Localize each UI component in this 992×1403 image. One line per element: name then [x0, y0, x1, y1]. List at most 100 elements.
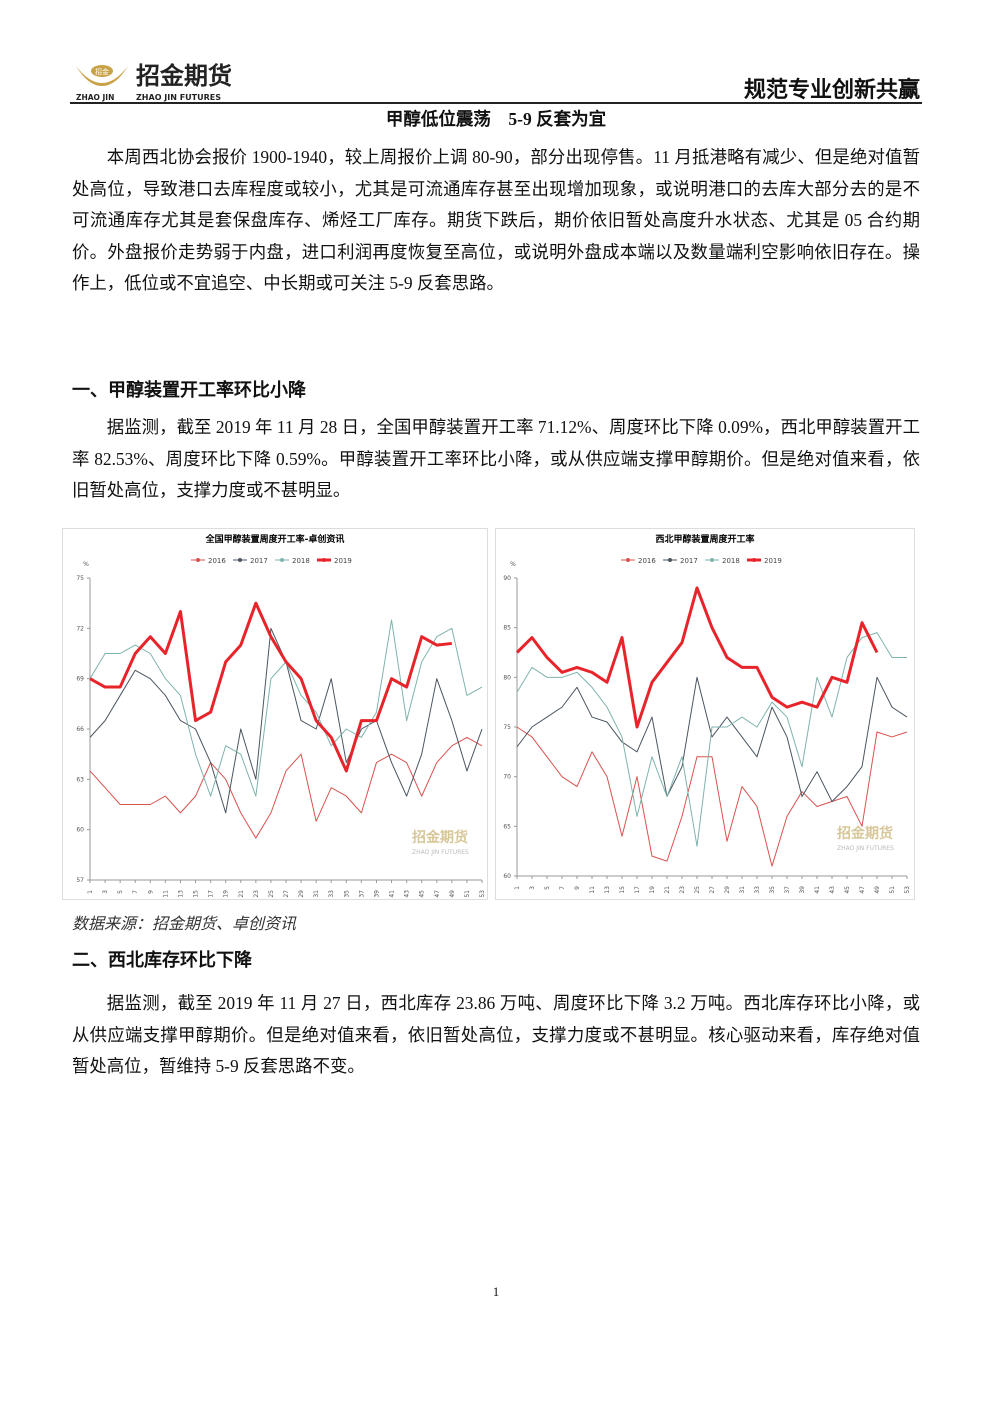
y-tick-label: 85 — [503, 625, 511, 632]
logo-en: ZHAO JIN FUTURES — [136, 93, 221, 102]
x-tick-label: 33 — [754, 886, 761, 894]
y-tick-label: 57 — [76, 877, 84, 884]
legend-dot — [752, 558, 756, 562]
legend-dot — [280, 558, 284, 562]
series-line — [516, 726, 908, 867]
section-heading: 一、甲醇装置开工率环比小降 — [72, 380, 306, 400]
x-tick-label: 53 — [479, 890, 486, 898]
y-unit: % — [83, 561, 89, 568]
series-line — [89, 601, 453, 773]
y-tick-label: 80 — [503, 674, 511, 681]
y-tick-label: 60 — [503, 873, 511, 880]
x-tick-label: 27 — [709, 886, 716, 894]
legend-dot — [196, 558, 200, 562]
x-tick-label: 19 — [649, 886, 656, 894]
x-tick-label: 5 — [544, 886, 551, 890]
x-tick-label: 31 — [739, 886, 746, 894]
y-tick-label: 90 — [503, 575, 511, 582]
y-tick-label: 70 — [503, 774, 511, 781]
x-tick-label: 25 — [694, 886, 701, 894]
x-tick-label: 15 — [193, 890, 200, 898]
chart-title: 西北甲醇装置周度开工率 — [655, 533, 754, 545]
x-tick-label: 15 — [619, 886, 626, 894]
series-line — [515, 586, 879, 729]
x-tick-label: 43 — [829, 886, 836, 894]
logo-graphic: 招金 招金期货 ZHAO JIN ZHAO JIN FUTURES — [76, 61, 232, 102]
x-tick-label: 27 — [283, 890, 290, 898]
x-tick-label: 49 — [874, 886, 881, 894]
x-tick-label: 31 — [313, 890, 320, 898]
source-note: 数据来源：招金期货、卓创资讯 — [72, 916, 297, 933]
x-tick-label: 13 — [177, 890, 184, 898]
header-rule — [70, 102, 922, 104]
x-tick-label: 45 — [419, 890, 426, 898]
doc-title: 甲醇低位震荡 5-9 反套为宜 — [385, 109, 607, 129]
legend-dot — [322, 558, 326, 562]
series-line — [516, 632, 907, 847]
series-line — [89, 736, 483, 839]
series-line — [516, 676, 908, 802]
x-tick-label: 41 — [814, 886, 821, 894]
x-tick-label: 41 — [389, 890, 396, 898]
x-tick-label: 9 — [147, 890, 154, 894]
x-tick-label: 33 — [328, 890, 335, 898]
legend-label: 2017 — [250, 557, 268, 565]
x-tick-label: 17 — [208, 890, 215, 898]
x-tick-label: 25 — [268, 890, 275, 898]
watermark-sub: ZHAO JIN FUTURES — [837, 845, 894, 852]
y-tick-label: 66 — [76, 726, 84, 733]
section-heading: 二、西北库存环比下降 — [72, 950, 252, 970]
x-tick-label: 21 — [664, 886, 671, 894]
slogan: 规范专业创新共赢 — [743, 77, 920, 102]
x-tick-label: 35 — [343, 890, 350, 898]
page-number: 1 — [492, 1284, 500, 1299]
x-tick-label: 21 — [238, 890, 245, 898]
x-tick-label: 23 — [679, 886, 686, 894]
x-tick-label: 1 — [514, 886, 521, 890]
logo: 招金 招金期货 ZHAO JIN ZHAO JIN FUTURES — [72, 56, 252, 102]
watermark: 招金期货 — [837, 825, 893, 842]
x-tick-label: 37 — [784, 886, 791, 894]
legend-dot — [626, 558, 630, 562]
legend-label: 2018 — [292, 557, 310, 565]
legend-label: 2019 — [334, 557, 352, 565]
x-tick-label: 35 — [769, 886, 776, 894]
x-tick-label: 51 — [464, 890, 471, 898]
x-tick-label: 17 — [634, 886, 641, 894]
x-tick-label: 5 — [117, 890, 124, 894]
x-tick-label: 29 — [298, 890, 305, 898]
legend-label: 2016 — [208, 557, 226, 565]
legend-label: 2018 — [722, 557, 740, 565]
x-tick-label: 53 — [904, 886, 911, 894]
legend-label: 2019 — [764, 557, 782, 565]
y-tick-label: 69 — [76, 676, 84, 683]
x-tick-label: 19 — [223, 890, 230, 898]
x-tick-label: 43 — [404, 890, 411, 898]
x-tick-label: 45 — [844, 886, 851, 894]
y-tick-label: 60 — [76, 827, 84, 834]
logo-badge: 招金 — [95, 67, 109, 76]
x-tick-label: 37 — [358, 890, 365, 898]
x-tick-label: 47 — [434, 890, 441, 898]
x-tick-label: 1 — [87, 890, 94, 894]
x-tick-label: 39 — [799, 886, 806, 894]
logo-en-left: ZHAO JIN — [76, 93, 114, 102]
x-tick-label: 51 — [889, 886, 896, 894]
x-tick-label: 13 — [604, 886, 611, 894]
y-unit: % — [510, 561, 516, 568]
watermark-sub: ZHAO JIN FUTURES — [412, 849, 469, 856]
watermark: 招金期货 — [412, 829, 468, 846]
x-tick-label: 23 — [253, 890, 260, 898]
x-tick-label: 29 — [724, 886, 731, 894]
chart-frame — [495, 528, 915, 900]
x-tick-label: 39 — [373, 890, 380, 898]
chart-title: 全国甲醇装置周度开工率-卓创资讯 — [205, 533, 345, 545]
legend-dot — [710, 558, 714, 562]
x-tick-label: 49 — [449, 890, 456, 898]
x-tick-label: 3 — [529, 886, 536, 890]
chart: 全国甲醇装置周度开工率-卓创资讯% 2016 2017 2018 20195760636… — [62, 528, 488, 900]
paragraph: 本周西北协会报价 1900-1940，较上周报价上调 80-90，部分出现停售。… — [72, 147, 920, 294]
x-tick-label: 9 — [574, 886, 581, 890]
x-tick-label: 11 — [589, 886, 596, 894]
legend-label: 2017 — [680, 557, 698, 565]
